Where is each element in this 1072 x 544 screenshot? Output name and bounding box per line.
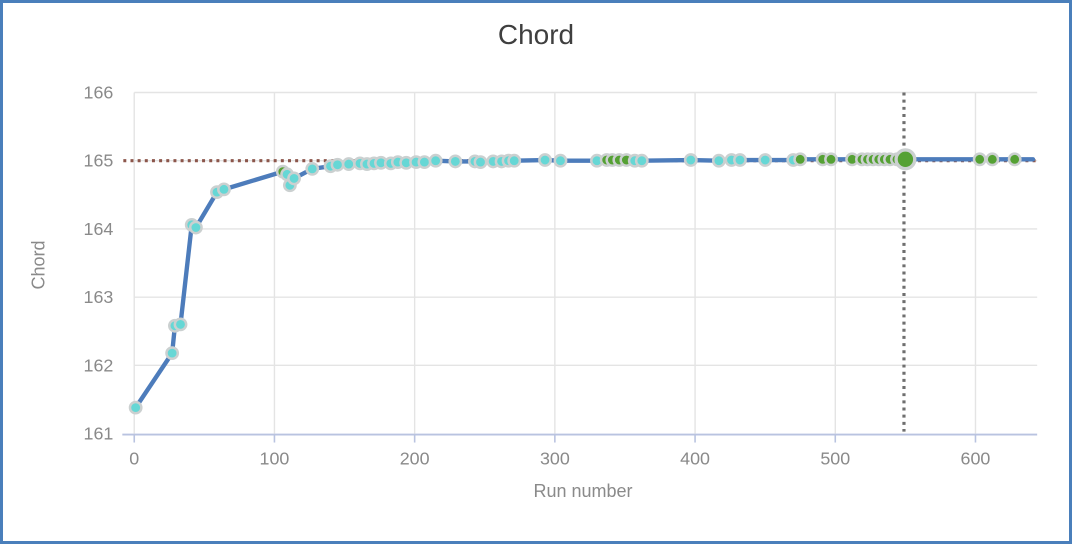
highlighted-data-point-marker[interactable] [894,148,917,171]
data-point-marker[interactable] [733,153,747,167]
data-point-marker[interactable] [538,153,552,167]
data-point-marker[interactable] [189,220,203,235]
data-point-marker[interactable] [553,153,568,168]
data-point-marker[interactable] [758,153,773,167]
y-tick-label: 165 [84,151,114,171]
y-tick-label: 161 [84,424,114,444]
data-point-marker[interactable] [507,153,522,168]
data-point-marker[interactable] [634,153,649,168]
x-tick-label: 600 [961,448,991,468]
y-tick-label: 164 [84,219,114,239]
data-point-marker[interactable] [217,182,231,197]
y-tick-label: 162 [84,355,114,375]
data-point-marker[interactable] [985,152,1000,167]
data-point-marker[interactable] [165,346,180,361]
data-point-marker[interactable] [448,154,463,169]
chart-title: Chord [497,19,575,50]
data-point-marker[interactable] [173,317,188,332]
x-tick-label: 400 [680,448,710,468]
data-point-marker[interactable] [287,171,301,186]
chart-canvas[interactable]: 161 162 163 164 165 166 0 100 200 300 400 500 600 [3,3,1069,544]
y-tick-label: 166 [84,82,114,102]
x-tick-label: 200 [400,448,430,468]
x-tick-label: 300 [540,448,570,468]
data-point-marker[interactable] [330,157,345,172]
x-tick-label: 100 [260,448,290,468]
data-point-marker[interactable] [473,155,488,170]
data-point-marker[interactable] [711,153,726,168]
data-point-marker[interactable] [305,161,320,176]
data-point-marker[interactable] [972,152,987,167]
y-tick-label: 163 [84,287,114,307]
series-line [133,157,1036,410]
data-point-marker[interactable] [128,400,143,415]
data-point-marker[interactable] [1007,152,1022,167]
data-point-marker[interactable] [683,153,698,167]
data-point-marker[interactable] [341,157,356,172]
data-point-marker[interactable] [428,153,443,168]
data-point-marker[interactable] [793,152,808,167]
y-axis-title: Chord [28,240,49,290]
data-point-marker[interactable] [417,155,432,170]
x-tick-label: 500 [820,448,850,468]
x-axis-title: Run number [533,481,633,501]
data-point-marker[interactable] [824,152,838,167]
x-tick-label: 0 [129,448,139,468]
